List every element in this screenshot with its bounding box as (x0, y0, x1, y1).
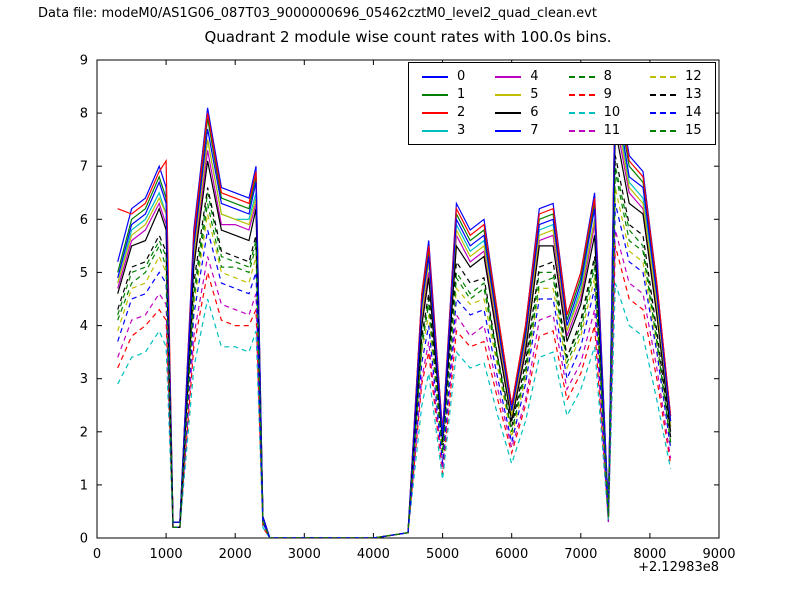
legend: 0 1 2 3 4 5 6 7 8 9 10 11 12 13 14 15 (408, 62, 716, 145)
x-tick-label: 3000 (288, 547, 321, 562)
legend-label: 14 (685, 105, 702, 120)
legend-line-sample (650, 111, 677, 114)
legend-line-sample (650, 75, 677, 78)
legend-item-4: 4 (495, 69, 539, 84)
legend-label: 3 (457, 123, 466, 138)
legend-line-sample (422, 129, 448, 132)
legend-label: 4 (530, 69, 539, 84)
legend-item-11: 11 (568, 123, 621, 138)
series-line-10 (117, 282, 672, 538)
legend-line-sample (568, 93, 595, 96)
legend-label: 9 (603, 87, 612, 102)
y-tick-label: 7 (80, 160, 88, 175)
x-tick-label: 0 (93, 547, 101, 562)
legend-line-sample (650, 129, 677, 132)
data-file-label: Data file: modeM0/AS1G06_087T03_90000006… (38, 6, 597, 21)
x-axis-offset-label: +2.12983e8 (638, 560, 719, 575)
legend-item-10: 10 (568, 105, 621, 120)
legend-label: 6 (530, 105, 539, 120)
y-tick-label: 2 (80, 425, 88, 440)
legend-item-0: 0 (422, 70, 465, 83)
legend-line-sample (568, 75, 595, 78)
chart-title: Quadrant 2 module wise count rates with … (204, 28, 612, 46)
series-line-7 (117, 91, 672, 538)
legend-item-6: 6 (495, 105, 539, 120)
legend-line-sample (495, 129, 522, 132)
y-tick-label: 9 (80, 54, 88, 69)
legend-label: 12 (685, 69, 702, 84)
legend-item-8: 8 (568, 69, 621, 84)
x-tick-label: 8000 (633, 547, 666, 562)
y-tick-label: 8 (80, 107, 88, 122)
series-line-15 (117, 171, 672, 538)
legend-line-sample (568, 129, 595, 132)
x-tick-label: 6000 (495, 547, 528, 562)
legend-label: 10 (603, 105, 621, 120)
legend-line-sample (650, 93, 677, 96)
legend-item-9: 9 (568, 87, 621, 102)
legend-label: 7 (530, 123, 539, 138)
legend-label: 11 (603, 123, 621, 138)
legend-line-sample (422, 93, 448, 96)
x-tick-label: 9000 (702, 547, 735, 562)
legend-label: 13 (685, 87, 702, 102)
y-tick-label: 6 (80, 213, 88, 228)
legend-item-7: 7 (495, 123, 539, 138)
x-tick-label: 1000 (150, 547, 183, 562)
legend-line-sample (495, 111, 522, 114)
legend-item-2: 2 (422, 106, 465, 119)
legend-line-sample (422, 111, 448, 114)
series-line-11 (117, 229, 672, 538)
legend-item-1: 1 (422, 88, 465, 101)
y-tick-label: 4 (80, 319, 88, 334)
series-line-13 (117, 155, 672, 538)
x-tick-label: 2000 (219, 547, 252, 562)
legend-label: 2 (457, 105, 466, 120)
x-tick-label: 4000 (357, 547, 390, 562)
legend-line-sample (422, 75, 448, 78)
x-tick-label: 7000 (564, 547, 597, 562)
y-tick-label: 3 (80, 372, 88, 387)
y-tick-label: 0 (80, 532, 88, 547)
legend-item-14: 14 (650, 106, 702, 119)
legend-line-sample (568, 111, 595, 114)
legend-item-3: 3 (422, 124, 465, 137)
x-tick-label: 5000 (426, 547, 459, 562)
y-tick-label: 1 (80, 478, 88, 493)
legend-item-13: 13 (650, 88, 702, 101)
legend-item-12: 12 (650, 70, 702, 83)
legend-label: 15 (685, 123, 702, 138)
y-tick-label: 5 (80, 266, 88, 281)
legend-label: 8 (603, 69, 612, 84)
legend-item-5: 5 (495, 87, 539, 102)
legend-item-15: 15 (650, 124, 702, 137)
legend-label: 0 (457, 69, 466, 84)
legend-line-sample (495, 93, 522, 96)
legend-label: 5 (530, 87, 539, 102)
legend-line-sample (495, 75, 522, 78)
legend-label: 1 (457, 87, 466, 102)
